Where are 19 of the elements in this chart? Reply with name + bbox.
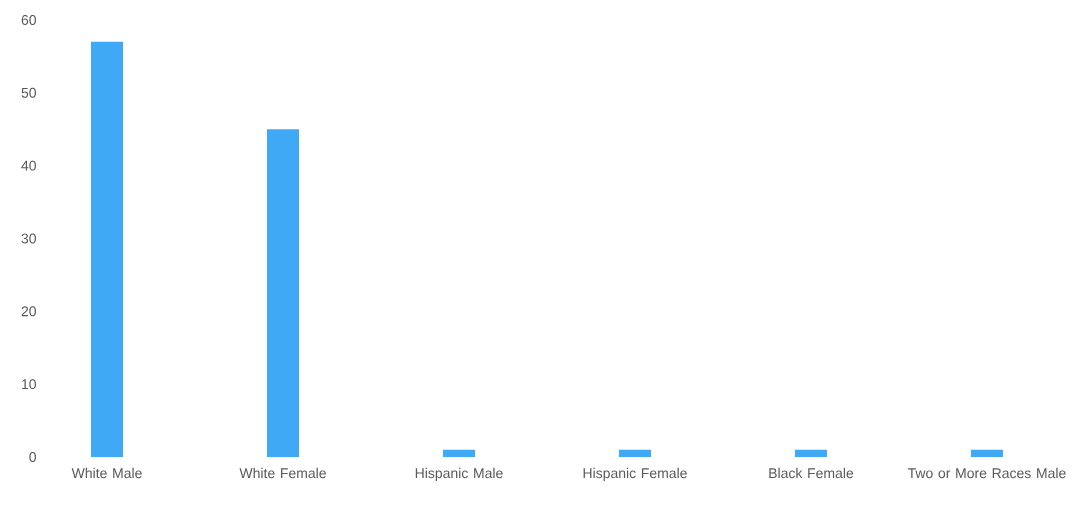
x-tick-label: White Female (239, 467, 326, 479)
y-tick-label: 30 (21, 233, 36, 244)
bar (442, 449, 475, 457)
y-tick-label: 60 (21, 15, 36, 25)
y-tick-label: 10 (22, 379, 36, 390)
x-tick-label: Black Female (769, 467, 854, 479)
bar (618, 449, 651, 457)
x-tick-label: Two or More Races Male (907, 467, 1066, 479)
bar (266, 129, 299, 457)
y-tick-label: 40 (21, 160, 36, 171)
bar (794, 449, 827, 457)
x-tick-label: Hispanic Female (583, 467, 687, 481)
x-tick-label: White Male (71, 467, 142, 479)
bar (91, 41, 123, 457)
bar (970, 449, 1003, 457)
y-tick-label: 0 (29, 452, 36, 462)
y-tick-label: 50 (21, 87, 36, 98)
x-tick-label: Hispanic Male (415, 467, 503, 481)
y-tick-label: 20 (21, 306, 36, 317)
